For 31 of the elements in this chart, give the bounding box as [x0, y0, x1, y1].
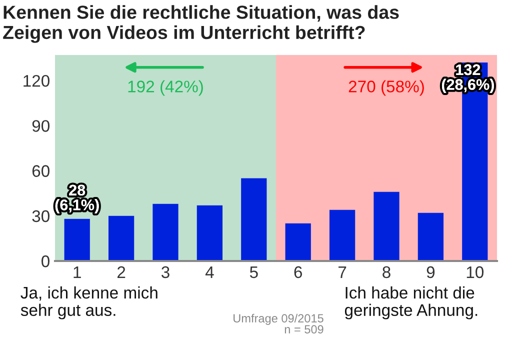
x-tick-label: 4: [205, 266, 214, 278]
y-tick-label: 0: [42, 255, 50, 268]
text: Umfrage 09/2015 n = 509: [234, 314, 324, 334]
bar: [374, 192, 400, 261]
bar: [418, 212, 444, 261]
x-tick-label: 9: [426, 266, 435, 278]
bar: [108, 216, 134, 261]
x-tick-label: 8: [382, 266, 390, 278]
x-tick-label: 3: [162, 266, 170, 278]
text: Ich habe nicht die geringste Ahnung.: [344, 286, 478, 320]
text: Ja, ich kenne mich sehr gut aus.: [20, 286, 158, 320]
x-tick-label: 7: [338, 266, 346, 278]
annotation: 28 (6,1%): [55, 184, 99, 214]
x-tick-label: 5: [250, 266, 258, 278]
bar: [64, 218, 90, 261]
x-tick-label: 1: [74, 266, 81, 278]
bar: [152, 204, 178, 261]
y-tick-label: 60: [32, 165, 50, 177]
y-tick-label: 120: [24, 74, 50, 87]
y-tick-label: 90: [32, 120, 50, 132]
bar: [196, 205, 223, 261]
bar: [285, 223, 311, 261]
bar: [329, 210, 356, 261]
chart-title: Kennen Sie die rechtliche Situation, was das Zeigen von Videos im Unterricht betrifft?: [3, 5, 399, 43]
band-label: 192 (42%): [128, 80, 203, 96]
bar: [241, 178, 267, 261]
y-tick-label: 30: [32, 210, 50, 222]
x-tick-label: 2: [118, 266, 126, 278]
x-tick-label: 10: [466, 266, 484, 278]
band-label: 270 (58%): [348, 80, 424, 96]
x-tick-label: 6: [294, 266, 302, 278]
